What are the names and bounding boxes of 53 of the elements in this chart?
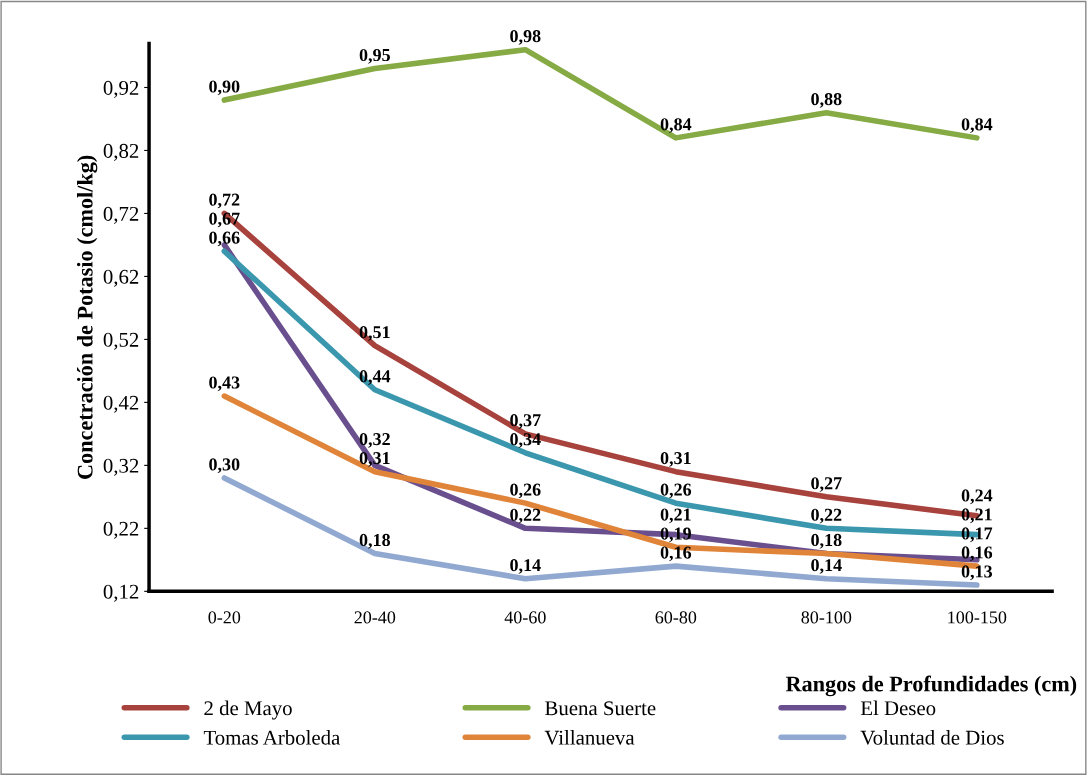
data-label: 0,84 xyxy=(961,118,993,134)
legend-label: Buena Suerte xyxy=(545,701,656,716)
data-label: 0,84 xyxy=(660,118,692,134)
data-label: 0,98 xyxy=(510,30,541,45)
data-label: 0,95 xyxy=(359,48,390,64)
data-label: 0,34 xyxy=(510,433,541,448)
x-tick-label: 80-100 xyxy=(801,611,852,624)
data-label: 0,26 xyxy=(510,483,541,499)
data-label: 0,13 xyxy=(961,565,993,581)
y-tick-label: 0,42 xyxy=(103,395,139,413)
data-label: 0,30 xyxy=(209,458,240,474)
x-axis-title: Rangos de Profundidades (cm) xyxy=(785,675,1077,697)
data-label: 0,31 xyxy=(660,452,691,467)
y-tick-label: 0,92 xyxy=(103,80,139,98)
y-tick-label: 0,62 xyxy=(103,269,139,287)
x-tick-label: 0-20 xyxy=(208,611,241,624)
x-tick-label: 20-40 xyxy=(354,611,396,624)
legend-label: Tomas Arboleda xyxy=(203,730,341,745)
data-label: 0,37 xyxy=(510,414,541,429)
data-label: 0,14 xyxy=(811,559,842,574)
data-label: 0,18 xyxy=(359,533,391,549)
y-tick-label: 0,22 xyxy=(103,521,139,539)
legend-label: Voluntad de Dios xyxy=(860,730,1004,745)
data-label: 0,21 xyxy=(961,508,992,524)
legend-label: Villanueva xyxy=(544,730,635,745)
data-label: 0,27 xyxy=(811,477,842,492)
data-label: 0,16 xyxy=(660,546,692,562)
data-label: 0,32 xyxy=(359,433,390,448)
data-label: 0,18 xyxy=(811,533,842,549)
data-label: 0,14 xyxy=(510,559,541,574)
data-label: 0,24 xyxy=(961,489,993,505)
x-tick-label: 40-60 xyxy=(504,611,546,624)
data-label: 0,26 xyxy=(660,483,692,499)
y-tick-label: 0,82 xyxy=(103,143,139,161)
y-axis-title: Concetración de Potasio (cmol/kg) xyxy=(76,155,98,479)
legend-label: 2 de Mayo xyxy=(204,700,292,720)
data-label: 0,66 xyxy=(209,231,240,247)
data-label: 0,16 xyxy=(961,546,993,562)
data-label: 0,43 xyxy=(209,376,240,392)
data-label: 0,17 xyxy=(961,527,993,543)
data-label: 0,22 xyxy=(811,508,842,524)
y-tick-label: 0,72 xyxy=(103,206,139,224)
data-label: 0,21 xyxy=(660,508,691,524)
y-tick-label: 0,12 xyxy=(103,584,139,602)
y-tick-label: 0,32 xyxy=(103,458,139,476)
x-tick-label: 60-80 xyxy=(655,611,697,624)
data-label: 0,90 xyxy=(209,80,240,96)
x-tick-label: 100-150 xyxy=(948,611,1007,624)
y-tick-label: 0,52 xyxy=(103,332,139,350)
data-label: 0,88 xyxy=(811,93,842,108)
data-label: 0,22 xyxy=(510,508,541,524)
data-label: 0,72 xyxy=(209,193,240,209)
legend-label: El Deseo xyxy=(860,700,936,716)
